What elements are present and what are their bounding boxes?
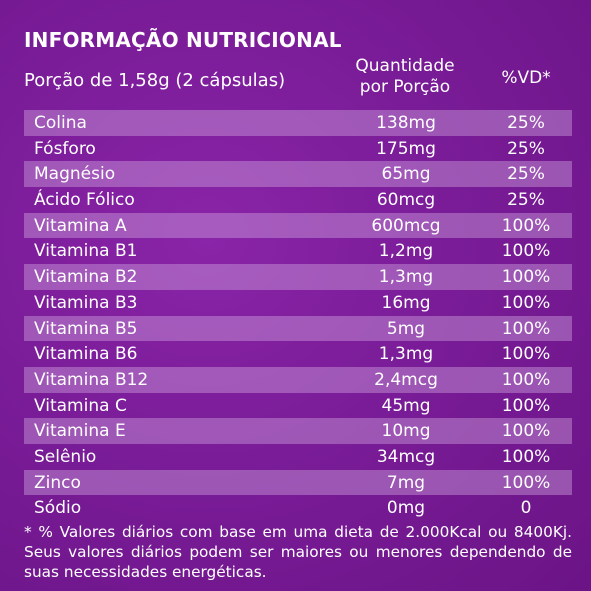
table-row: Vitamina A 600mcg 100% bbox=[24, 212, 572, 239]
nutrient-quantity: 10mg bbox=[381, 421, 431, 442]
footnote: * % Valores diários com base em uma diet… bbox=[24, 523, 572, 581]
nutrient-name: Vitamina B1 bbox=[34, 241, 138, 262]
nutrient-quantity: 7mg bbox=[386, 472, 426, 493]
nutrient-vd: 100% bbox=[501, 472, 551, 493]
nutrient-name: Vitamina C bbox=[34, 395, 127, 416]
nutrient-name: Vitamina B2 bbox=[34, 267, 138, 288]
nutrient-vd: 100% bbox=[501, 267, 551, 288]
nutrient-quantity: 138mg bbox=[376, 113, 436, 133]
table-row: Vitamina B12 2,4mcg 100% bbox=[24, 366, 572, 393]
nutrient-name: Ácido Fólico bbox=[34, 190, 135, 211]
table-row: Colina 138mg 25% bbox=[24, 110, 572, 136]
nutrient-quantity: 5mg bbox=[386, 318, 426, 339]
nutrient-vd: 100% bbox=[501, 318, 551, 339]
nutrient-quantity: 2,4mcg bbox=[374, 369, 438, 390]
nutrient-vd: 25% bbox=[507, 190, 545, 211]
table-row: Vitamina B3 16mg 100% bbox=[24, 290, 572, 316]
nutrient-name: Vitamina B6 bbox=[34, 344, 138, 365]
nutrition-table: Colina 138mg 25% Fósforo 175mg 25% Magnésio 65m… bbox=[24, 110, 572, 521]
nutrient-vd: 100% bbox=[501, 446, 551, 467]
table-row: Ácido Fólico 60mcg 25% bbox=[24, 187, 572, 213]
nutrient-name: Colina bbox=[34, 113, 87, 133]
nutrient-vd: 25% bbox=[507, 164, 545, 185]
nutrient-vd: 25% bbox=[507, 113, 545, 133]
nutrient-quantity: 60mcg bbox=[376, 190, 436, 211]
table-row: Sódio 0mg 0 bbox=[24, 495, 572, 521]
table-row: Vitamina B1 1,2mg 100% bbox=[24, 238, 572, 264]
nutrient-quantity: 0mg bbox=[386, 498, 426, 519]
nutrient-vd: 100% bbox=[501, 421, 551, 442]
nutrient-quantity: 1,2mg bbox=[378, 241, 434, 262]
nutrient-name: Vitamina E bbox=[34, 421, 126, 442]
nutrient-quantity: 16mg bbox=[381, 292, 431, 313]
nutrient-quantity: 65mg bbox=[381, 164, 431, 185]
portion-header: Porção de 1,58g (2 cápsulas) bbox=[24, 70, 286, 91]
nutrient-name: Zinco bbox=[34, 472, 81, 493]
vd-header: %VD* bbox=[501, 68, 551, 88]
nutrient-name: Fósforo bbox=[34, 138, 96, 159]
nutrient-name: Vitamina B3 bbox=[34, 292, 138, 313]
nutrient-vd: 100% bbox=[501, 241, 551, 262]
table-row: Selênio 34mcg 100% bbox=[24, 444, 572, 470]
nutrient-vd: 100% bbox=[501, 344, 551, 365]
table-row: Vitamina E 10mg 100% bbox=[24, 418, 572, 444]
quantity-header-line1: Quantidade bbox=[355, 56, 455, 76]
nutrient-quantity: 175mg bbox=[376, 138, 436, 159]
nutrient-name: Vitamina A bbox=[34, 215, 127, 236]
nutrient-quantity: 45mg bbox=[381, 395, 431, 416]
table-row: Zinco 7mg 100% bbox=[24, 469, 572, 496]
quantity-header: Quantidade por Porção bbox=[345, 56, 465, 98]
nutrient-vd: 100% bbox=[501, 215, 551, 236]
nutrient-vd: 100% bbox=[501, 369, 551, 390]
table-row: Fósforo 175mg 25% bbox=[24, 136, 572, 162]
nutrient-vd: 100% bbox=[501, 292, 551, 313]
nutrient-vd: 0 bbox=[520, 498, 532, 519]
nutrient-name: Sódio bbox=[34, 498, 82, 519]
nutrient-name: Selênio bbox=[34, 446, 97, 467]
table-row: Vitamina B6 1,3mg 100% bbox=[24, 341, 572, 367]
table-row: Vitamina C 45mg 100% bbox=[24, 393, 572, 419]
nutrient-name: Magnésio bbox=[34, 164, 116, 185]
nutrient-vd: 100% bbox=[501, 395, 551, 416]
nutrient-vd: 25% bbox=[507, 138, 545, 159]
quantity-header-line2: por Porção bbox=[359, 77, 451, 97]
nutrient-quantity: 600mcg bbox=[371, 215, 441, 236]
table-row: Vitamina B2 1,3mg 100% bbox=[24, 264, 572, 290]
nutrient-quantity: 1,3mg bbox=[378, 344, 434, 365]
page-title: INFORMAÇÃO NUTRICIONAL bbox=[24, 28, 342, 52]
nutrient-name: Vitamina B12 bbox=[34, 369, 149, 390]
nutrient-name: Vitamina B5 bbox=[34, 318, 138, 339]
table-row: Magnésio 65mg 25% bbox=[24, 161, 572, 188]
nutrient-quantity: 34mcg bbox=[376, 446, 436, 467]
nutrient-quantity: 1,3mg bbox=[378, 267, 434, 288]
table-row: Vitamina B5 5mg 100% bbox=[24, 315, 572, 342]
